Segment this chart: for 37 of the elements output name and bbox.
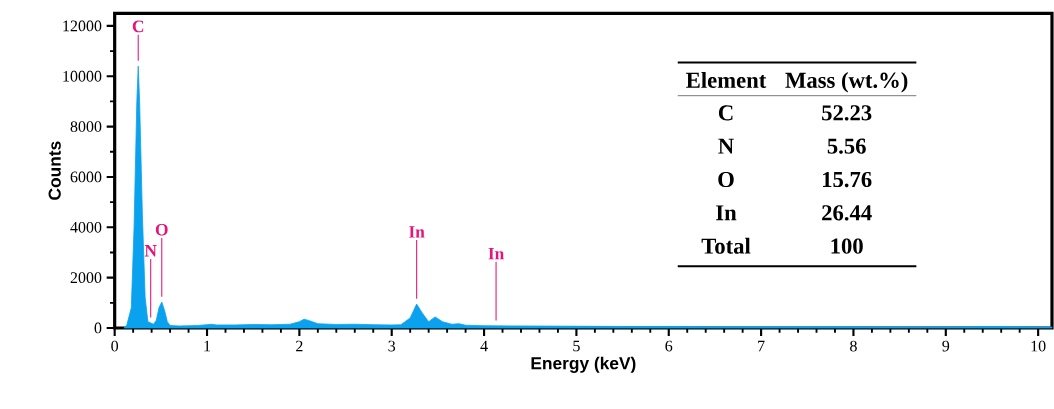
annotation: 5.56 (827, 138, 866, 154)
x-tick-label: 2 (296, 340, 303, 352)
annotation: O (718, 171, 734, 188)
annotation: 100 (831, 238, 863, 254)
annotation: Mass (wt.%) (785, 71, 908, 93)
y-tick-label: 6000 (70, 171, 102, 183)
x-tick-label: 10 (1031, 340, 1046, 352)
annotation: N (718, 138, 734, 154)
annotation: C (132, 20, 144, 33)
y-tick-label: 12000 (63, 20, 102, 32)
annotation: In (488, 247, 505, 260)
x-tick-label: 6 (665, 340, 673, 352)
annotation: In (716, 205, 737, 221)
annotation: 52.23 (822, 105, 872, 121)
annotation: In (409, 226, 425, 238)
annotation: C (718, 105, 733, 121)
x-tick-label: 4 (480, 340, 488, 352)
annotation: 15.76 (822, 171, 872, 188)
y-tick-label: 10000 (63, 70, 102, 82)
annotation: N (144, 245, 157, 257)
x-tick-label: 1 (204, 340, 211, 352)
x-tick-label: 5 (573, 340, 580, 352)
x-tick-label: 0 (111, 340, 119, 352)
y-tick-label: 0 (94, 322, 102, 334)
annotation: 26.44 (822, 205, 872, 221)
x-tick-label: 9 (942, 340, 950, 352)
y-axis-title: Counts (48, 141, 61, 200)
x-tick-label: 3 (388, 340, 396, 352)
annotation: O (155, 223, 168, 236)
y-tick-label: 4000 (70, 221, 102, 233)
y-tick-label: 2000 (70, 272, 102, 284)
x-tick-label: 7 (758, 340, 765, 352)
annotation: Total (701, 237, 751, 254)
x-tick-label: 8 (850, 340, 857, 352)
y-tick-label: 8000 (70, 121, 102, 132)
x-axis-title: Energy (keV) (531, 356, 636, 373)
annotation: Element (686, 71, 767, 88)
